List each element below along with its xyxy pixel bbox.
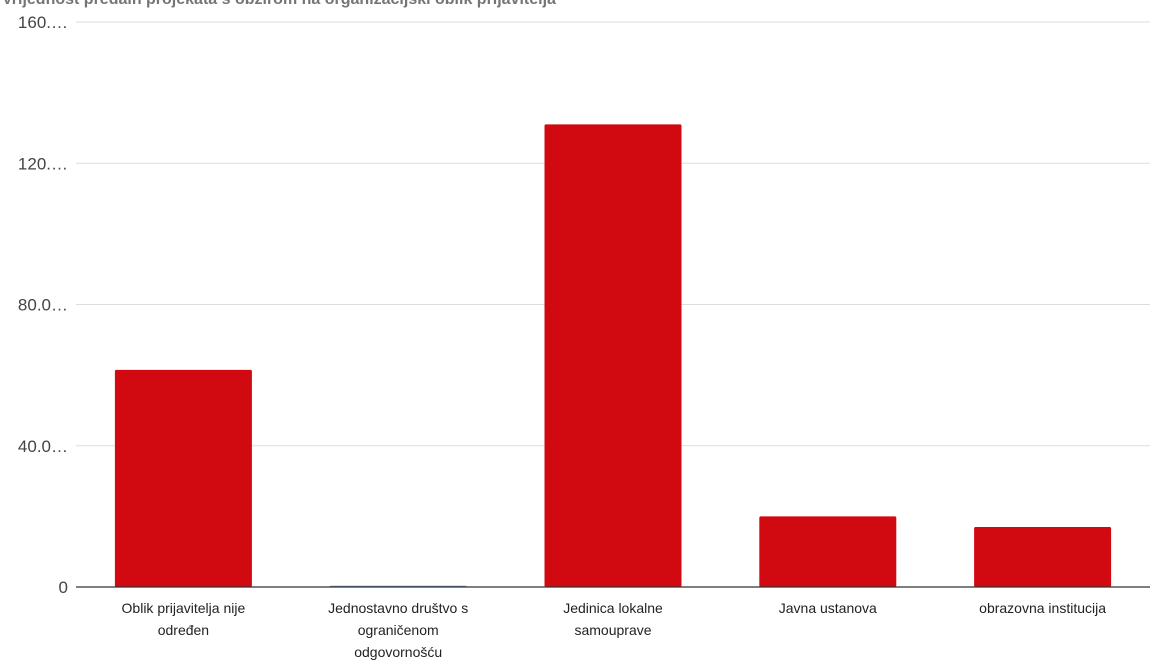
x-axis-labels: Oblik prijavitelja nije određen Jednostavn…	[122, 600, 1107, 660]
bar[interactable]	[974, 526, 1112, 587]
bar[interactable]	[114, 369, 252, 587]
chart-title: Vrijednost predaih projekata s obzirom n…	[2, 0, 1152, 9]
x-category-label: Jednostavno društvo s ograničenom odgovorn…	[328, 600, 468, 660]
bars	[114, 124, 1112, 587]
x-category-label: Oblik prijavitelja nije određen	[122, 600, 246, 638]
y-tick-label: 160.…	[18, 13, 68, 32]
y-tick-label: 120.…	[18, 154, 68, 173]
x-category-label: obrazovna institucija	[979, 600, 1106, 616]
bar[interactable]	[544, 124, 682, 587]
y-axis-ticks: 0 40.0… 80.0… 120.… 160.…	[18, 13, 68, 597]
bar[interactable]	[759, 516, 897, 587]
x-category-label: Javna ustanova	[779, 600, 877, 616]
y-tick-label: 80.0…	[18, 296, 68, 315]
y-tick-label: 0	[59, 578, 68, 597]
y-tick-label: 40.0…	[18, 437, 68, 456]
x-category-label: Jedinica lokalne samouprave	[563, 600, 663, 638]
